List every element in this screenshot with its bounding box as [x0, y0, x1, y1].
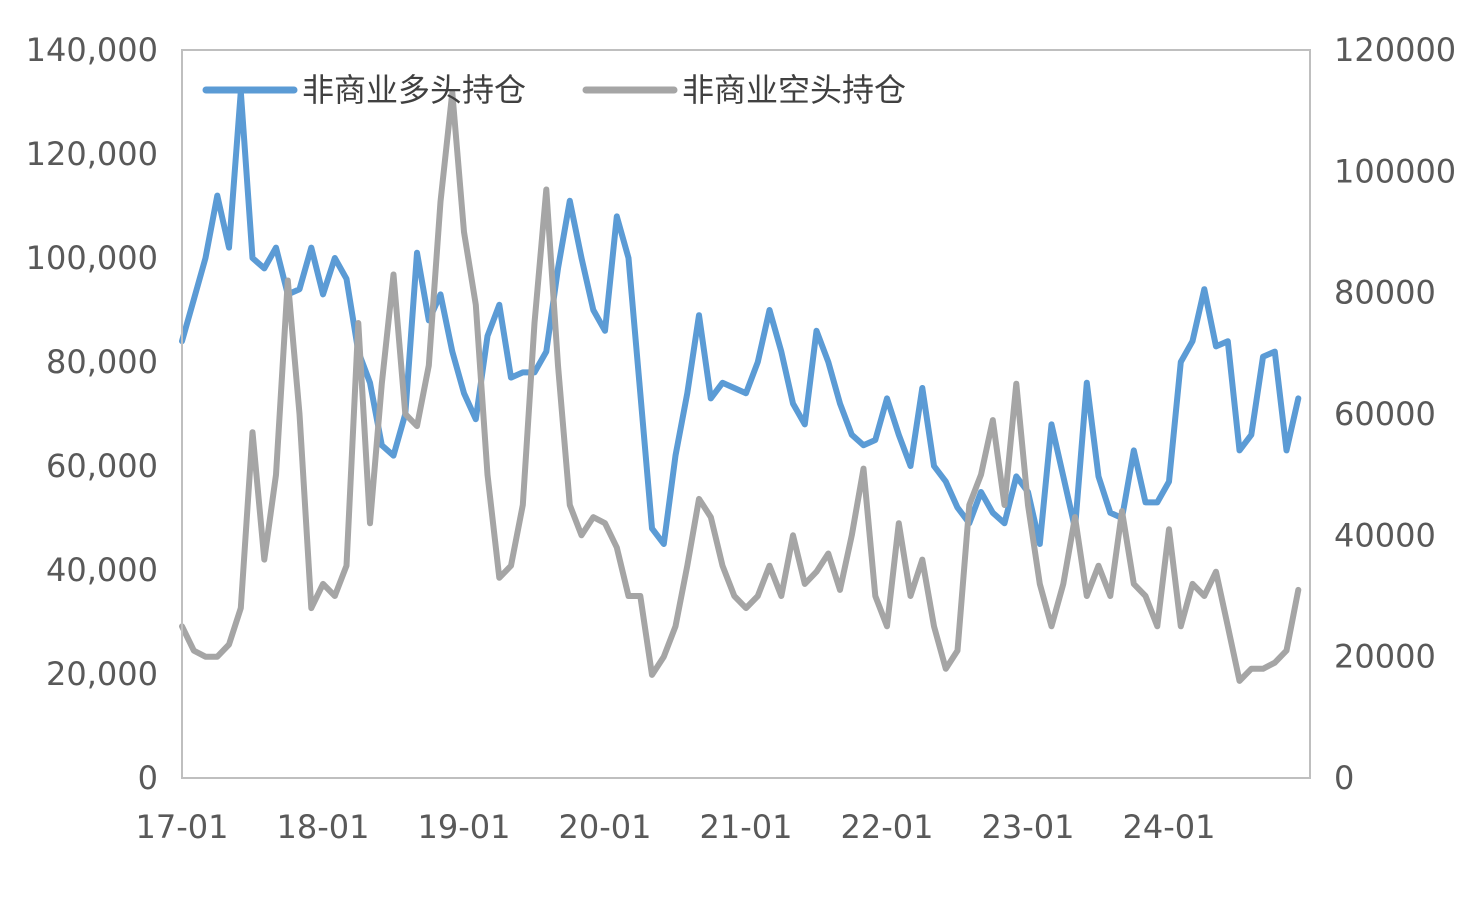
x-tick-label: 22-01: [841, 808, 934, 846]
right-y-tick-label: 60000: [1334, 395, 1436, 433]
legend-label: 非商业多头持仓: [302, 71, 526, 109]
left-y-tick-label: 40,000: [46, 551, 158, 589]
series-line-long: [179, 88, 1302, 547]
x-tick-label: 21-01: [700, 808, 793, 846]
right-y-tick-label: 20000: [1334, 638, 1436, 676]
x-tick-label: 23-01: [982, 808, 1075, 846]
left-y-tick-label: 60,000: [46, 447, 158, 485]
left-y-tick-label: 100,000: [26, 239, 158, 277]
x-tick-label: 17-01: [136, 808, 229, 846]
legend: 非商业多头持仓 非商业空头持仓: [202, 71, 906, 109]
x-tick-label: 18-01: [277, 808, 370, 846]
left-y-tick-label: 20,000: [46, 655, 158, 693]
x-axis-tick-labels: 17-01 18-01 19-01 20-01 21-01 22-01 23-01 24-01: [136, 808, 1216, 846]
right-y-tick-label: 40000: [1334, 516, 1436, 554]
right-y-tick-label: 80000: [1334, 274, 1436, 312]
left-y-tick-label: 120,000: [26, 135, 158, 173]
x-tick-label: 19-01: [418, 808, 511, 846]
right-y-tick-label: 100000: [1334, 152, 1456, 190]
series-line-short: [179, 89, 1302, 684]
left-y-axis-tick-labels: 0 20,000 40,000 60,000 80,000 100,000 120,000 1…: [26, 31, 158, 797]
right-y-tick-label: 120000: [1334, 31, 1456, 69]
series-lines: [179, 88, 1302, 684]
left-y-tick-label: 0: [138, 759, 158, 797]
x-tick-label: 24-01: [1123, 808, 1216, 846]
left-y-tick-label: 80,000: [46, 343, 158, 381]
left-y-tick-label: 140,000: [26, 31, 158, 69]
legend-label: 非商业空头持仓: [682, 71, 906, 109]
right-y-tick-label: 0: [1334, 759, 1354, 797]
plot-area-frame: [181, 49, 1311, 779]
x-tick-label: 20-01: [559, 808, 652, 846]
right-y-axis-tick-labels: 0 20000 40000 60000 80000 100000 120000: [1334, 31, 1456, 797]
